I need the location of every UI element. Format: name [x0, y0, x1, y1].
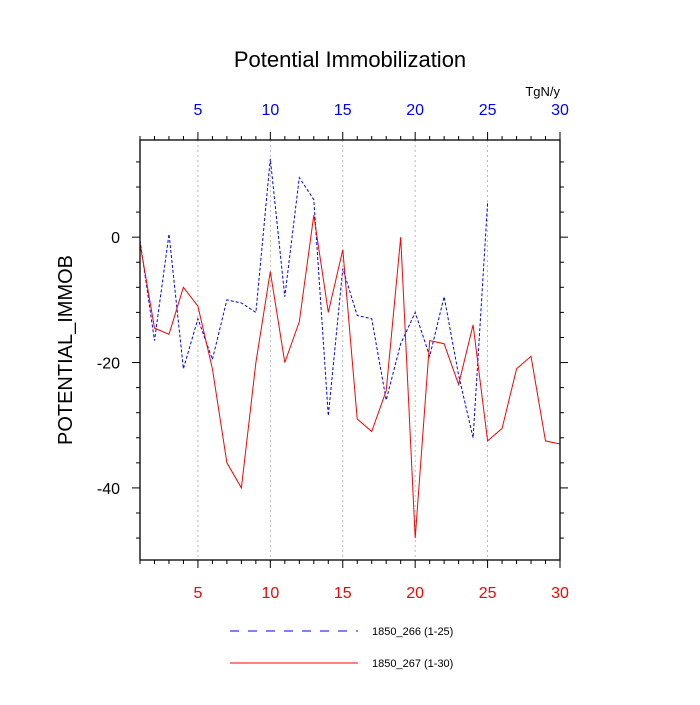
top-x-tick-label: 10 [261, 102, 279, 119]
legend-label-2: 1850_267 (1-30) [372, 658, 453, 670]
top-x-tick-label: 25 [479, 102, 497, 119]
legend: 1850_266 (1-25) 1850_267 (1-30) [230, 626, 453, 670]
top-x-tick-label: 30 [551, 102, 569, 119]
plot-frame [139, 139, 561, 561]
legend-label-1: 1850_266 (1-25) [372, 626, 453, 638]
series-line-1 [139, 158, 489, 438]
top-x-tick-label: 20 [406, 102, 424, 119]
tick-layer: 5 10 15 20 25 30 5 10 15 20 25 30 0 -20 -40 [97, 102, 569, 602]
x-tick-label: 10 [261, 585, 279, 602]
series-line-2 [139, 215, 561, 539]
x-tick-label: 20 [406, 585, 424, 602]
units-label: TgN/y [525, 84, 560, 99]
chart-title: Potential Immobilization [234, 47, 466, 72]
top-x-tick-label: 15 [334, 102, 352, 119]
series-layer [139, 158, 561, 539]
top-x-tick-label: 5 [193, 102, 202, 119]
x-tick-label: 30 [551, 585, 569, 602]
y-tick-label: -40 [97, 481, 120, 498]
x-tick-label: 25 [479, 585, 497, 602]
y-axis-label: POTENTIAL_IMMOB [55, 255, 77, 445]
x-tick-label: 5 [193, 585, 202, 602]
y-tick-label: -20 [97, 356, 120, 373]
x-tick-label: 15 [334, 585, 352, 602]
grid-layer [197, 140, 488, 560]
y-tick-label: 0 [111, 230, 120, 247]
